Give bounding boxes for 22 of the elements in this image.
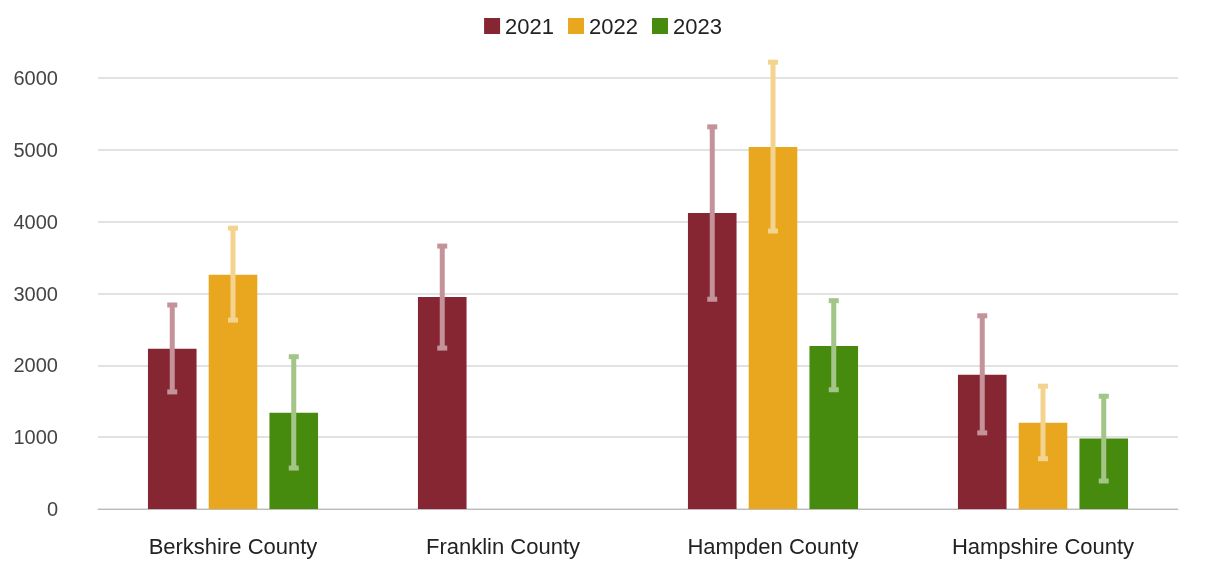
bar [147,348,197,509]
y-tick-label: 2000 [13,354,58,377]
y-tick-label: 6000 [13,67,58,89]
y-tick-label: 0 [46,498,58,520]
y-tick-label: 5000 [13,138,58,161]
legend-label: 2023 [672,13,722,39]
x-tick-label: Berkshire County [148,533,318,559]
y-tick-label: 3000 [13,282,58,305]
bar [687,213,737,509]
legend-label: 2022 [589,13,638,39]
x-tick-label: Hampshire County [951,533,1135,559]
x-tick-label: Franklin County [425,533,581,559]
legend-label: 2021 [505,13,555,39]
bar [417,297,467,509]
y-tick-label: 1000 [13,426,58,449]
y-tick-label: 4000 [13,210,58,233]
bar [208,274,258,509]
bar [1018,422,1068,509]
bar [748,146,798,509]
bar [809,345,859,509]
x-tick-label: Hampden County [687,533,859,559]
bar [957,374,1007,509]
